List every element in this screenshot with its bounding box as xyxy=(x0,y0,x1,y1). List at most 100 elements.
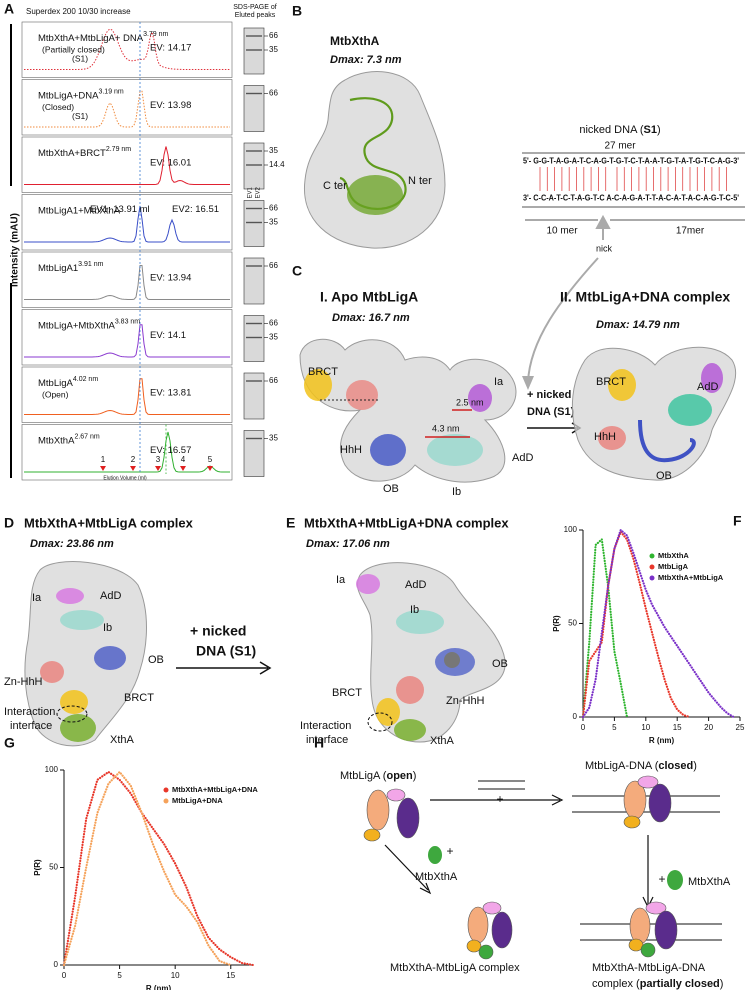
xtha xyxy=(667,870,683,890)
title: MtbXthA xyxy=(330,34,380,48)
arrow-text: DNA (S1) xyxy=(527,406,575,418)
domain xyxy=(478,944,494,960)
plus: + xyxy=(496,792,503,806)
text-part: MtbLigA+MtbXthA xyxy=(38,320,115,331)
ev-label: EV: 16.57 xyxy=(150,445,191,456)
domain xyxy=(629,907,651,945)
arrow-text: + nicked xyxy=(190,623,246,639)
domain xyxy=(363,828,381,842)
domain xyxy=(60,610,104,630)
trace-frame xyxy=(21,136,233,193)
size-label: 2.79 nm xyxy=(106,146,131,153)
title: II. MtbLigA+DNA complex xyxy=(560,289,730,305)
legend-label: MtbXthA+MtbLigA xyxy=(658,573,724,582)
domain xyxy=(608,369,636,401)
envelope xyxy=(356,562,506,743)
legend-label: MtbLigA xyxy=(658,562,689,571)
x-tick-label: 0 xyxy=(581,723,586,732)
trace-note: (Partially closed) xyxy=(42,44,105,54)
gel xyxy=(243,142,265,190)
trace-label: MtbLigA1+MtbXthA xyxy=(38,205,121,216)
text-part: complex ( xyxy=(592,978,640,990)
peak-marker xyxy=(155,466,161,471)
domain xyxy=(668,394,712,426)
trace xyxy=(24,378,230,415)
domain xyxy=(396,676,424,704)
trace xyxy=(24,205,230,243)
domain xyxy=(394,719,426,741)
strand: 5'- G-G-T-A-G-A-T-C-A-G-T-G-T-C-T-A-A-T-… xyxy=(523,155,739,165)
ev-label: EV: 14.1 xyxy=(150,330,186,341)
panel-label: H xyxy=(314,735,324,751)
peak-marker xyxy=(180,466,186,471)
x-tick-label: 25 xyxy=(736,723,745,732)
complex-label: MtbXthA-MtbLigA complex xyxy=(390,962,520,974)
x-axis-label: R (nm) xyxy=(649,736,675,745)
series-line xyxy=(62,770,255,967)
domain-label: XthA xyxy=(110,734,135,746)
domain-label: OB xyxy=(383,483,399,495)
peak-marker-label: 4 xyxy=(181,455,186,464)
state-label: MtbLigA-DNA (closed) xyxy=(585,760,697,772)
domain-label: BRCT xyxy=(596,376,626,388)
size-label: 3.83 nm xyxy=(115,318,140,325)
strand: 3'- C-C-A-T-C-T-A-G-T-C A-C-A-G-A-T-T-A-… xyxy=(523,192,739,202)
gel-marker: 66 xyxy=(269,376,278,385)
y-tick-label: 50 xyxy=(568,619,577,628)
domain-label: AdD xyxy=(100,590,121,602)
dmax: Dmax: 17.06 nm xyxy=(306,538,390,550)
dmax: Dmax: 16.7 nm xyxy=(332,312,410,324)
ligase-dna xyxy=(572,775,720,829)
interface-label: Interaction xyxy=(4,706,55,718)
text-part: MtbLigA-DNA ( xyxy=(585,760,659,772)
peak-marker-label: 5 xyxy=(208,455,213,464)
domain xyxy=(60,690,88,714)
domain xyxy=(640,942,656,958)
series-line xyxy=(581,529,691,719)
gel xyxy=(243,200,265,247)
domain-label: OB xyxy=(148,654,164,666)
title: I. Apo MtbLigA xyxy=(320,289,418,305)
domain xyxy=(654,910,678,950)
ev-label: EV: 14.17 xyxy=(150,43,191,54)
panel-label: B xyxy=(292,3,302,19)
dmax: Dmax: 23.86 nm xyxy=(30,538,114,550)
domain xyxy=(645,901,667,915)
ev-label: EV2: 16.51 xyxy=(172,204,219,215)
y-axis-label: P(R) xyxy=(33,859,42,876)
y-tick-label: 100 xyxy=(45,765,59,774)
trace-note: (Open) xyxy=(42,389,69,399)
arrow xyxy=(384,844,432,895)
gel xyxy=(243,27,265,75)
x-axis-label: Elution Volume (ml) xyxy=(103,475,147,481)
title: MtbXthA+MtbLigA complex xyxy=(24,515,194,530)
gel xyxy=(243,315,265,362)
ligase-open xyxy=(363,788,420,842)
domain xyxy=(648,783,672,823)
text-part: MtbLigA ( xyxy=(340,770,387,782)
y-axis-label: Intensity (mAU) xyxy=(10,213,21,287)
domain-label: Ia xyxy=(32,592,42,604)
complex-left xyxy=(466,901,513,960)
domain xyxy=(60,714,96,742)
nick-arrow xyxy=(595,214,611,240)
x-tick-label: 5 xyxy=(117,971,122,980)
domain xyxy=(346,380,378,410)
peak-marker xyxy=(207,466,213,471)
legend-marker xyxy=(163,787,169,793)
legend-marker xyxy=(649,564,655,570)
text-part: MtbLigA1 xyxy=(38,263,78,274)
xtha-label: MtbXthA xyxy=(415,871,458,883)
domain-label: BRCT xyxy=(332,687,362,699)
panel-label: D xyxy=(4,515,14,531)
trace-frame xyxy=(21,424,233,481)
domain xyxy=(467,906,489,944)
gel-marker: 66 xyxy=(269,261,278,270)
size-label: 4.02 nm xyxy=(73,376,98,383)
state-label: MtbLigA (open) xyxy=(340,770,416,782)
text-part: S1 xyxy=(644,124,657,136)
gel xyxy=(243,85,265,132)
interface-label: interface xyxy=(306,734,348,746)
gel-lane: EV1 xyxy=(248,186,254,198)
text-part: partially closed xyxy=(640,978,720,990)
